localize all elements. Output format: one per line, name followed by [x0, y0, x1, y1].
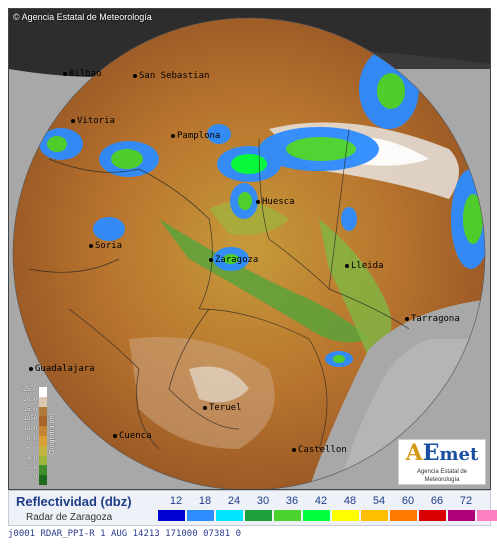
orography-level-label: 600	[26, 445, 37, 452]
legend-tick-label: 48	[343, 495, 357, 507]
orography-level-label: 800	[26, 436, 37, 442]
legend-title: Reflectividad (dbz)	[16, 494, 132, 509]
city-san-sebastian: San Sebastian	[133, 71, 209, 81]
city-marker-icon	[292, 447, 296, 452]
city-teruel: Teruel	[203, 403, 242, 413]
orography-level-label: 400	[26, 455, 37, 462]
orography-level-label: >2500	[20, 387, 37, 393]
orography-level-label: 1000	[23, 426, 37, 433]
legend-color-swatches	[158, 510, 497, 521]
orography-color-segment	[39, 406, 47, 417]
legend-tick-label: 18	[198, 495, 212, 507]
legend-color-swatch	[245, 510, 272, 521]
legend-ticks: 12 18 24 30 36 42 48 54 60 66 72	[161, 495, 481, 507]
legend-color-swatch	[448, 510, 475, 521]
aemet-logo: AEmet Agencia Estatal de Meteorología	[398, 439, 486, 485]
legend-tick-label: 36	[285, 495, 299, 507]
orography-color-segment	[39, 416, 47, 427]
legend-color-swatch	[361, 510, 388, 521]
city-marker-icon	[113, 433, 117, 438]
legend-tick-label: 12	[169, 495, 183, 507]
city-marker-icon	[209, 257, 213, 262]
map-graphic	[9, 9, 490, 489]
legend-color-swatch	[477, 510, 497, 521]
city-marker-icon	[256, 199, 260, 204]
orography-color-segment	[39, 426, 47, 436]
aemet-logo-subtitle: Agencia Estatal de Meteorología	[416, 469, 468, 483]
legend-tick-label: 30	[256, 495, 270, 507]
legend-color-swatch	[216, 510, 243, 521]
city-cuenca: Cuenca	[113, 431, 152, 441]
legend-tick-label: 24	[227, 495, 241, 507]
legend-color-swatch	[332, 510, 359, 521]
city-vitoria: Vitoria	[71, 116, 115, 126]
orography-color-segment	[39, 475, 47, 485]
status-line: j0001 RDAR_PPI-R 1 AUG 14213 171000 0738…	[8, 527, 489, 541]
legend-tick-label: 72	[459, 495, 473, 507]
legend-color-swatch	[390, 510, 417, 521]
city-castellon: Castellon	[292, 445, 347, 455]
orography-color-segment	[39, 387, 47, 397]
city-lleida: Lleida	[345, 261, 384, 271]
copyright-text: Agencia Estatal de Meteorología	[21, 12, 152, 22]
orography-color-segment	[39, 465, 47, 476]
orography-level-label: 1250	[23, 416, 37, 423]
legend-subtitle: Radar de Zaragoza	[26, 512, 113, 523]
city-marker-icon	[71, 118, 75, 123]
orography-level-label: 2000	[23, 396, 37, 403]
orography-color-segment	[39, 435, 47, 446]
legend-color-swatch	[187, 510, 214, 521]
city-zaragoza: Zaragoza	[209, 255, 258, 265]
radar-map: © Agencia Estatal de Meteorología Bilbao…	[8, 8, 491, 490]
city-huesca: Huesca	[256, 197, 295, 207]
city-marker-icon	[203, 405, 207, 410]
orography-level-label: 200	[26, 465, 37, 472]
legend-color-swatch	[419, 510, 446, 521]
city-soria: Soria	[89, 241, 122, 251]
city-tarragona: Tarragona	[405, 314, 460, 324]
orography-scale: >2500 2000 1500 1250 1000 800 600 400 200 0 Orogr…	[13, 385, 63, 485]
city-marker-icon	[345, 263, 349, 268]
city-marker-icon	[63, 71, 67, 76]
orography-color-segment	[39, 445, 47, 456]
legend-tick-label: 60	[401, 495, 415, 507]
city-marker-icon	[133, 73, 137, 78]
orography-title: Orografía (m)	[49, 412, 56, 455]
city-marker-icon	[405, 316, 409, 321]
legend-tick-label: 66	[430, 495, 444, 507]
city-marker-icon	[89, 243, 93, 248]
legend-tick-label: 54	[372, 495, 386, 507]
orography-level-label: 1500	[23, 406, 37, 413]
orography-level-label: 0	[33, 475, 37, 482]
city-bilbao: Bilbao	[63, 69, 102, 79]
city-marker-icon	[171, 133, 175, 138]
legend-color-swatch	[158, 510, 185, 521]
city-guadalajara: Guadalajara	[29, 364, 95, 374]
legend-color-swatch	[303, 510, 330, 521]
aemet-logo-mark: AEmet	[405, 440, 479, 466]
city-marker-icon	[29, 366, 33, 371]
orography-color-bar	[39, 387, 47, 485]
legend-color-swatch	[274, 510, 301, 521]
city-pamplona: Pamplona	[171, 131, 220, 141]
copyright-icon: ©	[13, 12, 20, 22]
copyright-notice: © Agencia Estatal de Meteorología	[13, 12, 152, 22]
legend-tick-label: 42	[314, 495, 328, 507]
reflectivity-legend: Reflectividad (dbz) Radar de Zaragoza 12…	[8, 490, 497, 526]
orography-color-segment	[39, 396, 47, 407]
orography-color-segment	[39, 455, 47, 466]
